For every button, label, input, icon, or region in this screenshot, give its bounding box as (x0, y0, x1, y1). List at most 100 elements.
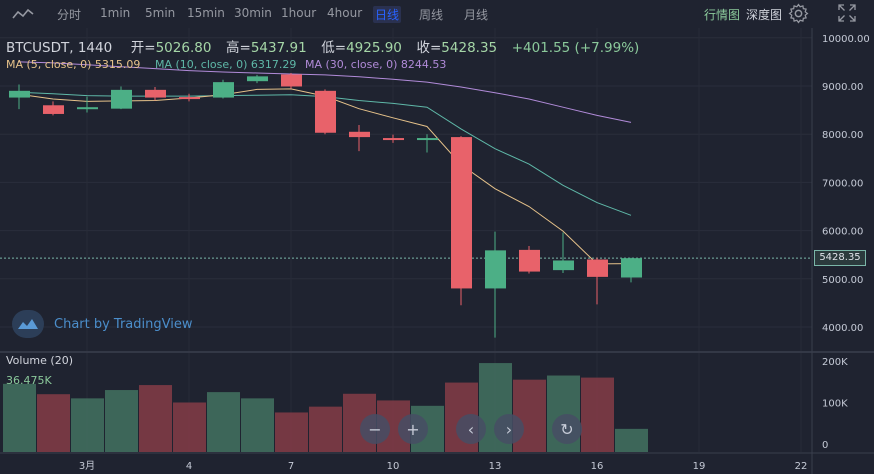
scroll-right-button[interactable]: › (494, 414, 524, 444)
candle-body (77, 107, 98, 110)
volume-tick-label: 100K (822, 399, 848, 410)
tradingview-watermark[interactable]: Chart by TradingView (12, 310, 192, 338)
ma10-legend: MA (10, close, 0) 6317.29 (155, 58, 296, 71)
candles (9, 72, 642, 338)
time-tick-label: 13 (489, 461, 502, 472)
ma30-value: 8244.53 (400, 58, 447, 71)
zoom-out-button[interactable]: − (360, 414, 390, 444)
chart-navigation: − + ‹ › ↻ (360, 414, 582, 444)
line-chart-icon[interactable] (12, 6, 34, 25)
candle-body (43, 105, 64, 114)
volume-bar (207, 392, 240, 452)
candle-body (281, 74, 302, 87)
candle-body (417, 138, 438, 141)
ma5-value: 5315.09 (94, 58, 141, 71)
time-tick-label: 7 (288, 461, 294, 472)
volume-bar (581, 377, 614, 452)
interval-monthly[interactable]: 月线 (464, 8, 489, 22)
last-price-tag: 5428.35 (814, 250, 866, 267)
candle-body (519, 249, 540, 272)
time-tick-label: 16 (591, 461, 604, 472)
tab-market-chart[interactable]: 行情图 (704, 8, 741, 22)
price-tick-label: 9000.00 (822, 82, 863, 93)
ma10-value: 6317.29 (250, 58, 297, 71)
price-tick-label: 4000.00 (822, 323, 863, 334)
reset-icon: ↻ (560, 419, 574, 439)
candlestick-chart[interactable]: 10000.00 9000.00 8000.00 7000.00 6000.00 5000… (0, 28, 874, 474)
candle-body (349, 131, 370, 138)
interval-daily[interactable]: 日线 (373, 6, 402, 23)
price-tick-label: 8000.00 (822, 130, 863, 141)
candle-body (451, 137, 472, 289)
volume-bar (3, 383, 36, 452)
time-tick-label: 22 (795, 461, 808, 472)
time-tick-label: 3月 (79, 460, 95, 472)
gear-icon[interactable] (788, 3, 809, 28)
tab-depth-chart[interactable]: 深度图 (746, 8, 783, 22)
symbol-label: BTCUSDT, 1440 (6, 40, 113, 56)
candle-body (553, 260, 574, 271)
candle-body (383, 138, 404, 141)
volume-bar (275, 412, 308, 452)
grid-lines (0, 28, 874, 474)
chevron-right-icon: › (505, 419, 513, 439)
volume-bar (173, 402, 206, 452)
candle-body (485, 250, 506, 289)
interval-1hour[interactable]: 1hour (281, 6, 317, 20)
volume-tick-label: 200K (822, 357, 848, 368)
ma5-label: MA (5, close, 0) (6, 58, 92, 71)
candle-body (9, 90, 30, 98)
interval-1min[interactable]: 1min (100, 6, 131, 20)
zoom-in-button[interactable]: + (398, 414, 428, 444)
interval-15min[interactable]: 15min (187, 6, 225, 20)
interval-30min[interactable]: 30min (234, 6, 272, 20)
candle-body (179, 97, 200, 100)
ohlc-legend: BTCUSDT, 1440 开=5026.80 高=5437.91 低=4925… (6, 36, 639, 56)
chevron-left-icon: ‹ (467, 419, 475, 439)
toolbar: 分时 1min 5min 15min 30min 1hour 4hour 日线 … (0, 0, 874, 28)
minus-icon: − (368, 419, 382, 439)
volume-bar (37, 394, 70, 452)
candle-body (315, 90, 336, 133)
close-label: 收= (416, 40, 442, 56)
volume-bar (139, 385, 172, 452)
scroll-left-button[interactable]: ‹ (456, 414, 486, 444)
fullscreen-icon[interactable] (838, 4, 856, 26)
volume-bar (615, 428, 648, 452)
candle-body (111, 89, 132, 109)
price-tick-label: 5000.00 (822, 275, 863, 286)
open-value: 5026.80 (155, 40, 212, 56)
candle-body (145, 89, 166, 98)
price-tick-label: 7000.00 (822, 178, 863, 189)
ma5-legend: MA (5, close, 0) 5315.09 (6, 58, 140, 71)
interval-weekly[interactable]: 周线 (419, 8, 444, 22)
close-value: 5428.35 (441, 40, 498, 56)
reset-chart-button[interactable]: ↻ (552, 414, 582, 444)
ma30-line (18, 61, 632, 123)
change-value: +401.55 (+7.99%) (511, 40, 640, 56)
volume-bar (309, 406, 342, 452)
interval-timeline[interactable]: 分时 (57, 8, 82, 22)
high-label: 高= (226, 40, 251, 56)
axes: 10000.00 9000.00 8000.00 7000.00 6000.00 5000… (79, 34, 870, 472)
interval-5min[interactable]: 5min (145, 6, 176, 20)
tradingview-logo-icon (12, 310, 44, 338)
high-value: 5437.91 (250, 40, 307, 56)
volume-tick-label: 0 (822, 440, 828, 451)
low-label: 低= (321, 40, 347, 56)
candle-body (213, 82, 234, 98)
volume-bar (71, 398, 104, 452)
candle-body (621, 258, 642, 278)
low-value: 4925.90 (346, 40, 402, 56)
volume-bar (241, 398, 274, 452)
price-tick-label: 6000.00 (822, 227, 863, 238)
open-label: 开= (130, 40, 156, 56)
volume-value: 36.475K (6, 374, 52, 387)
time-tick-label: 19 (693, 461, 706, 472)
interval-4hour[interactable]: 4hour (327, 6, 363, 20)
ma10-label: MA (10, close, 0) (155, 58, 248, 71)
price-tick-label: 10000.00 (822, 34, 870, 45)
time-tick-label: 4 (186, 461, 192, 472)
candle-body (247, 76, 268, 82)
volume-bar (105, 390, 138, 452)
